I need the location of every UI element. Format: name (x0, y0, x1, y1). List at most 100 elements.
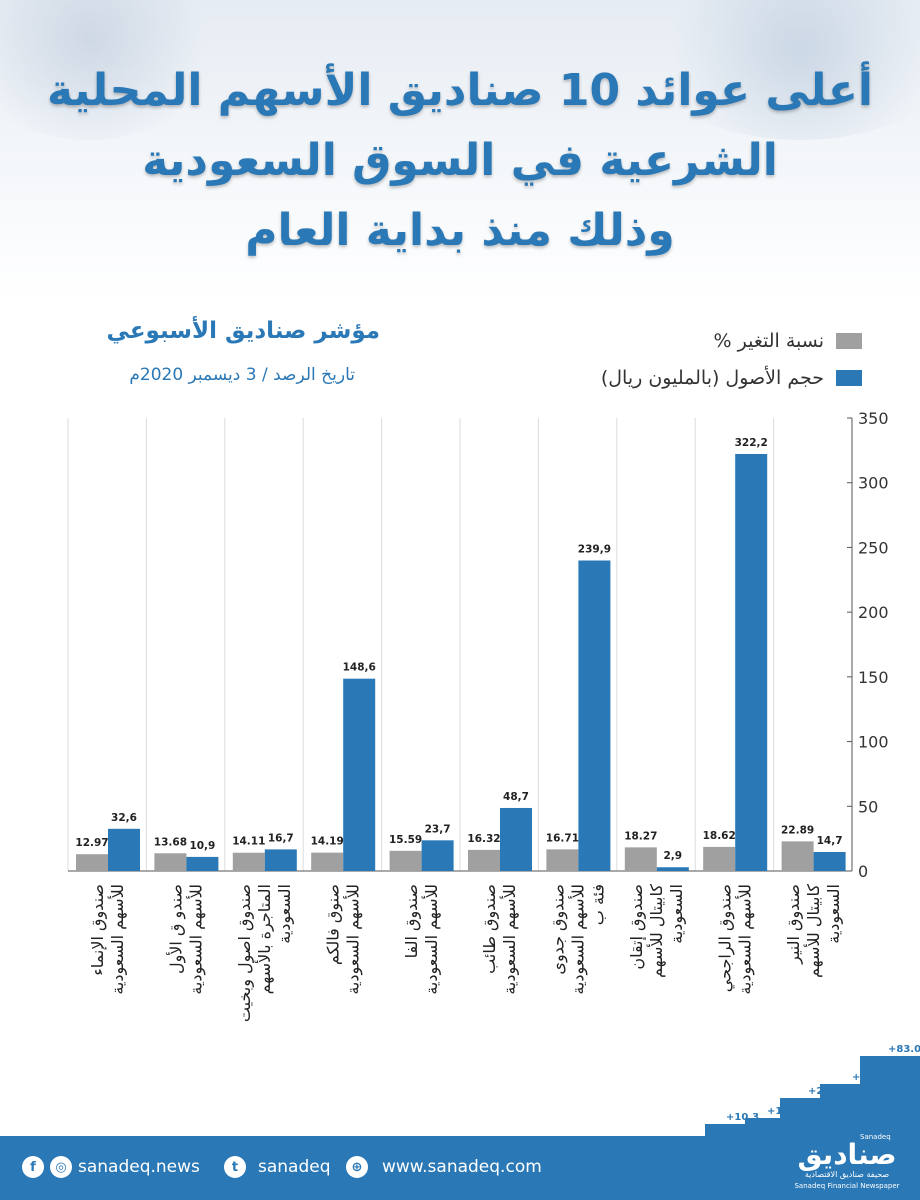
category-label-line: صندوق إتقان (627, 884, 647, 970)
legend-label-change: نسبة التغير % (713, 330, 824, 352)
bar-assets (656, 867, 689, 871)
deco-step-label: +83.0 (888, 1044, 920, 1055)
bar-change (311, 852, 344, 871)
data-label-assets: 23,7 (425, 823, 451, 835)
logo-subtitle-en: Sanadeq Financial Newspaper (794, 1182, 900, 1190)
data-label-change: 15.59 (389, 834, 422, 846)
category-label: صندوق النير كابيتال للأسهم السعودية (784, 884, 844, 978)
category-label: صندوق إتقان كابيتال للأسهم السعودية (627, 884, 687, 978)
category-label: صندوق الإنماء للأسهم السعودية (88, 884, 128, 995)
deco-step-label: +41.9 (852, 1072, 886, 1083)
logo-subtitle-ar: صحيفة صناديق الاقتصادية (804, 1170, 890, 1179)
footer-twitter-handle: sanadeq (258, 1157, 331, 1177)
bar-assets (735, 453, 768, 871)
category-label-line: السعودية (667, 884, 687, 944)
category-label-line: صندو ق الأول (166, 884, 187, 974)
category-label-line: للأسهم السعودية (342, 884, 363, 995)
y-tick-label: 100 (858, 733, 889, 752)
category-label: صندوق جدوى للأسهم السعودية فئة ب (549, 884, 608, 995)
deco-step-label: +22.6 (808, 1086, 842, 1097)
y-tick-label: 200 (858, 603, 889, 622)
title-line-2: الشرعية في السوق السعودية (142, 135, 778, 186)
y-tick-label: 350 (858, 409, 889, 428)
category-label: صندو ق الأول للأسهم السعودية (166, 884, 207, 995)
bar-assets (500, 807, 532, 871)
category-label-line: صندوق طائب (480, 884, 500, 974)
category-label-line: صندوق الراجحي (715, 884, 735, 992)
category-label-line: صنوق فالكم (323, 884, 343, 965)
footer-facebook-handle: sanadeq.news (78, 1157, 200, 1177)
legend-item-assets: حجم الأصول (بالمليون ريال) (601, 367, 862, 389)
category-label-line: للأسهم السعودية (568, 884, 589, 995)
deco-step (780, 1098, 820, 1136)
bar-assets (421, 840, 454, 871)
data-label-change: 16.32 (467, 833, 500, 845)
data-label-assets: 239,9 (578, 544, 611, 556)
category-label-line: للأسهم السعودية (186, 884, 207, 995)
footer-facebook[interactable]: f ◎ sanadeq.news (22, 1156, 200, 1178)
data-label-change: 18.27 (624, 830, 657, 842)
bar-chart: 0 50 100 150 200 250 300 350 12.97 32,6 13.68 10,9 1… (67, 409, 889, 1022)
deco-step (820, 1084, 860, 1136)
category-label-line: للأسهم السعودية (499, 884, 520, 995)
data-label-change: 14.11 (232, 836, 265, 848)
bar-change (781, 841, 814, 871)
category-label-line: صندوق الإنماء (88, 884, 108, 976)
title-line-3: وذلك منذ بداية العام (245, 205, 675, 256)
category-label-line: فئة ب (589, 884, 608, 925)
logo: صناديق (797, 1138, 897, 1171)
deco-step (705, 1124, 745, 1136)
category-label-line: صندوق الفا (402, 884, 422, 958)
category-label: صندوق طائب للأسهم السعودية (480, 884, 520, 995)
deco-step (745, 1118, 780, 1136)
page-title: أعلى عوائد 10 صناديق الأسهم المحلية الشر… (20, 56, 900, 266)
bar-assets (186, 856, 219, 871)
globe-icon: ⊕ (346, 1156, 368, 1178)
data-label-assets: 48,7 (503, 791, 529, 803)
legend-item-change: نسبة التغير % (714, 330, 862, 352)
instagram-icon: ◎ (50, 1156, 72, 1178)
category-label: صندوق الراجحي للأسهم السعودية (715, 884, 755, 995)
bar-change (624, 847, 657, 871)
data-label-assets: 148,6 (343, 662, 376, 674)
footer-twitter[interactable]: t sanadeq (224, 1156, 331, 1178)
bar-change (76, 854, 108, 871)
data-label-assets: 32,6 (111, 812, 137, 824)
category-label-line: صندوق جدوى (549, 884, 569, 975)
legend-swatch-gray (836, 333, 862, 349)
title-line-1: أعلى عوائد 10 صناديق الأسهم المحلية (47, 65, 873, 116)
deco-step (860, 1056, 920, 1136)
footer-website[interactable]: ⊕ www.sanadeq.com (346, 1156, 542, 1178)
bar-change (232, 852, 265, 871)
category-label-line: السعودية (824, 884, 844, 944)
deco-step-label: +10.3 (726, 1112, 760, 1123)
data-label-assets: 322,2 (735, 437, 768, 449)
data-label-change: 14.19 (311, 836, 344, 848)
category-label: صندوق الفا للأسهم السعودية (402, 884, 442, 995)
y-tick-label: 250 (858, 538, 889, 557)
facebook-icon: f (22, 1156, 44, 1178)
chart-title: مؤشر صناديق الأسبوعي (106, 318, 380, 344)
data-label-change: 13.68 (154, 836, 187, 848)
category-label: صندوق اصول وبخيت المتاجرة بالأسهم السعودية (235, 884, 295, 1022)
logo-tag: Sanadeq (860, 1133, 891, 1141)
data-label-assets: 14,7 (817, 835, 843, 847)
deco-step-label: +12.0 (767, 1106, 801, 1117)
bar-assets (813, 851, 846, 871)
bar-change (703, 846, 736, 871)
category-label-line: كابيتال للأسهم (646, 884, 667, 978)
category-label-line: كابيتال للأسهم (803, 884, 824, 978)
bar-assets (343, 678, 376, 871)
bar-assets (264, 849, 297, 871)
bar-change (546, 849, 579, 871)
data-label-change: 16.71 (546, 832, 579, 844)
category-label: صنوق فالكم للأسهم السعودية (323, 884, 363, 995)
category-label-line: المتاجرة بالأسهم (254, 884, 275, 994)
category-label-line: للأسهم السعودية (107, 884, 128, 995)
bar-assets (108, 828, 140, 871)
y-tick-label: 300 (858, 474, 889, 493)
bar-assets (578, 560, 611, 871)
data-label-change: 18.62 (703, 830, 736, 842)
data-label-assets: 10,9 (189, 840, 215, 852)
y-tick-label: 0 (858, 862, 868, 881)
